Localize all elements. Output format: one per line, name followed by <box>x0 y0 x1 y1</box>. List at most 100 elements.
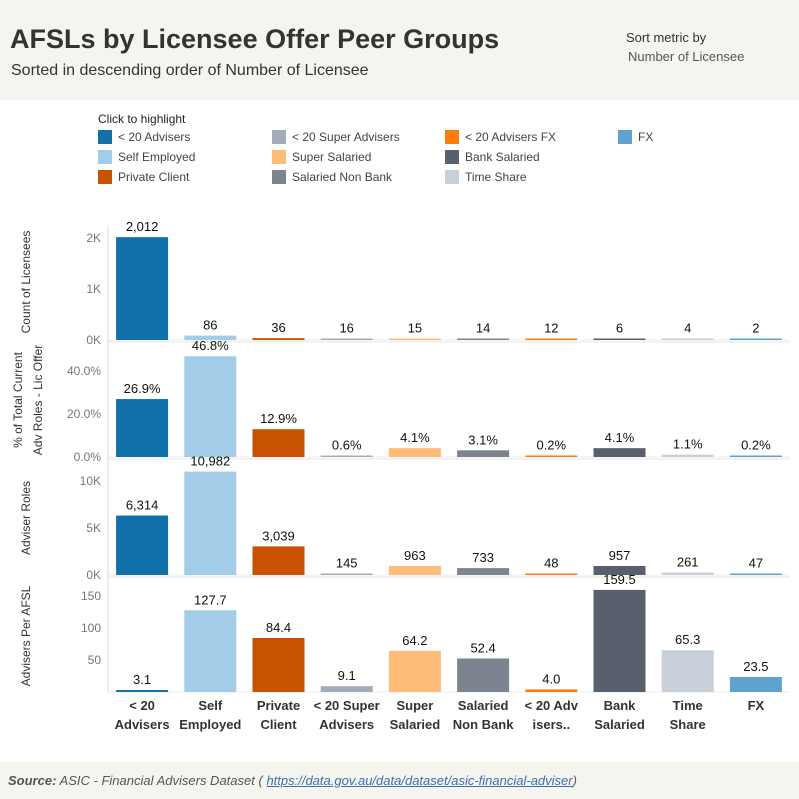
legend-item[interactable]: Bank Salaried <box>445 149 540 165</box>
bar[interactable] <box>320 573 373 576</box>
bar[interactable] <box>593 565 646 575</box>
bar[interactable] <box>729 338 782 341</box>
bar[interactable] <box>388 565 441 575</box>
source-link[interactable]: https://data.gov.au/data/dataset/asic-fi… <box>266 773 573 788</box>
bar[interactable] <box>457 658 510 692</box>
bar[interactable] <box>525 455 578 458</box>
legend-label: < 20 Advisers <box>118 130 191 144</box>
bar[interactable] <box>184 471 237 575</box>
bar[interactable] <box>729 455 782 458</box>
bar[interactable] <box>320 338 373 341</box>
data-label: 3.1% <box>468 432 498 447</box>
y-tick-label: 0K <box>86 568 101 582</box>
data-label: 2,012 <box>126 219 159 234</box>
bar[interactable] <box>320 686 373 692</box>
bar[interactable] <box>593 338 646 341</box>
bar[interactable] <box>116 399 169 457</box>
legend-item[interactable]: < 20 Advisers FX <box>445 129 556 145</box>
bar[interactable] <box>388 650 441 692</box>
bar[interactable] <box>593 448 646 457</box>
bar[interactable] <box>252 338 305 340</box>
legend-swatch <box>445 150 459 164</box>
x-tick-label: Salaried <box>458 698 509 713</box>
bar[interactable] <box>116 515 169 575</box>
data-label: 4.1% <box>605 430 635 445</box>
data-label: 10,982 <box>190 454 230 469</box>
sort-metric-selector[interactable]: Number of Licensee <box>628 49 745 64</box>
data-label: 16 <box>339 321 353 336</box>
bar[interactable] <box>184 356 237 457</box>
legend-label: Salaried Non Bank <box>292 170 393 184</box>
legend-item[interactable]: Salaried Non Bank <box>272 169 392 185</box>
bar[interactable] <box>388 448 441 457</box>
bar[interactable] <box>525 338 578 341</box>
y-tick-label: 100 <box>81 621 101 635</box>
bar[interactable] <box>320 455 373 458</box>
bar[interactable] <box>661 572 714 575</box>
footer: Source: ASIC - Financial Advisers Datase… <box>0 762 799 799</box>
data-label: 0.2% <box>741 438 771 453</box>
bar[interactable] <box>457 450 510 457</box>
bar[interactable] <box>661 650 714 692</box>
bar[interactable] <box>729 676 782 692</box>
data-label: 957 <box>609 548 631 563</box>
data-label: 23.5 <box>743 659 768 674</box>
x-tick-label: < 20 Adv <box>525 698 579 713</box>
x-tick-label: Share <box>670 717 706 732</box>
y-tick-label: 0K <box>86 333 101 347</box>
data-label: 6,314 <box>126 498 159 513</box>
bar[interactable] <box>116 690 169 692</box>
bar[interactable] <box>252 429 305 457</box>
bar[interactable] <box>729 573 782 576</box>
bar[interactable] <box>525 689 578 692</box>
data-label: 4.0 <box>542 671 560 686</box>
data-label: 47 <box>749 556 763 571</box>
data-label: 26.9% <box>124 381 161 396</box>
bar[interactable] <box>184 335 237 340</box>
bar[interactable] <box>184 610 237 692</box>
x-tick-label: Time <box>673 698 703 713</box>
bar[interactable] <box>116 237 169 340</box>
legend-label: Private Client <box>118 170 190 184</box>
legend-label: < 20 Advisers FX <box>465 130 557 144</box>
legend-item[interactable]: < 20 Super Advisers <box>272 129 400 145</box>
legend-label: Super Salaried <box>292 150 372 164</box>
data-label: 86 <box>203 318 217 333</box>
page-subtitle: Sorted in descending order of Number of … <box>11 62 369 79</box>
y-tick-label: 0.0% <box>74 450 102 464</box>
bar[interactable] <box>525 573 578 576</box>
data-label: 46.8% <box>192 338 229 353</box>
source-close: ) <box>572 773 577 788</box>
legend-label: Bank Salaried <box>465 150 540 164</box>
source-text: ASIC - Financial Advisers Dataset ( <box>59 773 263 788</box>
bar[interactable] <box>388 338 441 341</box>
y-tick-label: 40.0% <box>67 364 101 378</box>
bar[interactable] <box>661 454 714 457</box>
bar[interactable] <box>661 338 714 341</box>
legend-item[interactable]: FX <box>618 129 653 145</box>
legend-item[interactable]: Time Share <box>445 169 527 185</box>
data-label: 84.4 <box>266 620 291 635</box>
legend-swatch <box>98 170 112 184</box>
legend-item[interactable]: < 20 Advisers <box>98 129 190 145</box>
legend-item[interactable]: Super Salaried <box>272 149 371 165</box>
data-label: 6 <box>616 321 623 336</box>
page-title: AFSLs by Licensee Offer Peer Groups <box>10 24 500 54</box>
data-label: 15 <box>408 321 422 336</box>
x-tick-label: Advisers <box>319 717 374 732</box>
legend-item[interactable]: Private Client <box>98 169 189 185</box>
data-label: 9.1 <box>338 668 356 683</box>
header: AFSLs by Licensee Offer Peer Groups Sort… <box>0 0 799 100</box>
data-label: 14 <box>476 321 490 336</box>
x-tick-label: < 20 Super <box>314 698 380 713</box>
legend-item[interactable]: Self Employed <box>98 149 195 165</box>
y-axis-label: Count of Licensees <box>19 231 33 334</box>
bar[interactable] <box>593 589 646 692</box>
bar[interactable] <box>457 338 510 341</box>
y-axis-label: Adviser Roles <box>19 481 33 555</box>
y-tick-label: 2K <box>86 231 101 245</box>
legend-label: Time Share <box>465 170 527 184</box>
bar[interactable] <box>252 637 305 692</box>
bar[interactable] <box>457 568 510 575</box>
bar[interactable] <box>252 546 305 575</box>
